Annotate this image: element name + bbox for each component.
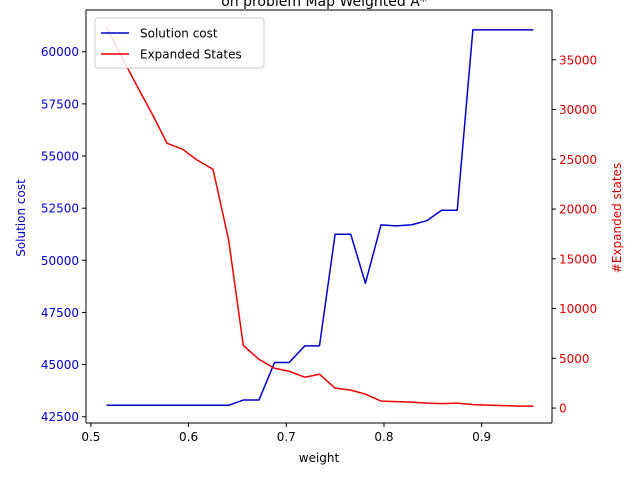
legend-label-solution-cost: Solution cost — [140, 27, 218, 41]
x-axis-ticks: 0.5 0.6 0.7 0.8 0.9 — [81, 423, 491, 444]
series-line-solution-cost — [106, 29, 534, 407]
left-tick-label: 55000 — [41, 150, 79, 164]
legend-box — [94, 17, 265, 69]
right-axis-ticks: 0 5000 10000 15000 20000 25000 30000 35000 — [552, 53, 597, 416]
left-tick-label: 42500 — [41, 410, 79, 424]
right-tick-label: 5000 — [559, 352, 590, 366]
left-tick-label: 45000 — [41, 358, 79, 372]
right-tick-label: 25000 — [559, 153, 597, 167]
right-tick-label: 15000 — [559, 252, 597, 266]
legend: Solution cost Expanded States — [94, 17, 265, 69]
series-line-expanded-states — [105, 26, 534, 407]
axes-layer — [85, 9, 553, 424]
chart-title: on problem Map Weighted A* — [221, 0, 427, 10]
left-tick-label: 60000 — [41, 45, 79, 59]
legend-label-expanded-states: Expanded States — [140, 48, 242, 62]
right-tick-label: 30000 — [559, 103, 597, 117]
right-axis-label: #Expanded states — [610, 163, 624, 273]
right-tick-label: 20000 — [559, 203, 597, 217]
left-axis-label: Solution cost — [14, 179, 28, 257]
left-tick-label: 50000 — [41, 254, 79, 268]
x-tick-label: 0.9 — [472, 430, 491, 444]
plot-area — [86, 10, 552, 423]
x-tick-label: 0.6 — [179, 430, 198, 444]
left-axis-ticks: 42500 45000 47500 50000 52500 55000 57500 60000 — [41, 45, 86, 424]
x-tick-label: 0.7 — [277, 430, 296, 444]
x-tick-label: 0.5 — [81, 430, 100, 444]
right-tick-label: 35000 — [559, 53, 597, 67]
left-tick-label: 52500 — [41, 202, 79, 216]
left-tick-label: 47500 — [41, 306, 79, 320]
left-tick-label: 57500 — [41, 97, 79, 111]
right-tick-label: 0 — [559, 402, 567, 416]
right-tick-label: 10000 — [559, 302, 597, 316]
x-tick-label: 0.8 — [374, 430, 393, 444]
series-layer — [105, 26, 534, 407]
x-axis-label: weight — [299, 451, 340, 465]
